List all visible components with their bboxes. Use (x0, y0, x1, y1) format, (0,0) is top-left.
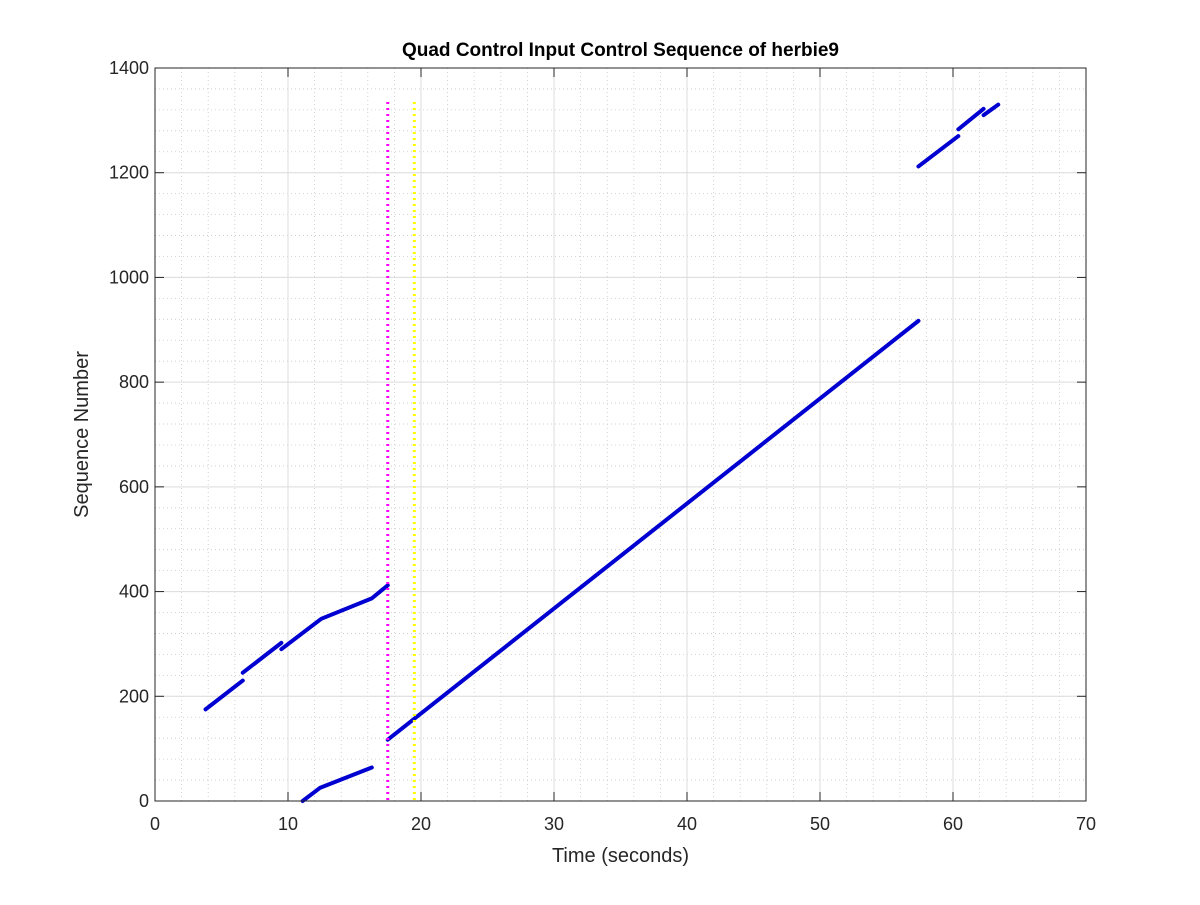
y-tick-label: 200 (119, 686, 149, 706)
y-tick-label: 1000 (109, 267, 149, 287)
x-tick-label: 10 (278, 814, 298, 834)
y-tick-label: 1400 (109, 58, 149, 78)
x-tick-label: 50 (810, 814, 830, 834)
chart-title: Quad Control Input Control Sequence of h… (402, 40, 839, 61)
x-tick-label: 40 (677, 814, 697, 834)
y-tick-label: 600 (119, 477, 149, 497)
data-layer (203, 102, 1001, 803)
x-tick-label: 70 (1076, 814, 1096, 834)
x-tick-label: 20 (411, 814, 431, 834)
y-tick-label: 0 (139, 791, 149, 811)
y-tick-label: 400 (119, 582, 149, 602)
series-segment (981, 102, 1001, 118)
series-segment (279, 583, 390, 652)
x-tick-labels: 0 10 20 30 40 50 60 70 (150, 814, 1096, 834)
y-tick-labels: 0 200 400 600 800 1000 1200 1400 (109, 58, 149, 811)
series-segment (385, 318, 921, 742)
y-axis-label: Sequence Number (71, 351, 93, 518)
x-axis-label: Time (seconds) (552, 845, 689, 867)
series-segment (956, 106, 986, 132)
series-segment (916, 134, 961, 169)
x-tick-label: 60 (943, 814, 963, 834)
series-segment (300, 765, 374, 803)
y-tick-label: 1200 (109, 163, 149, 183)
axis-ticks (154, 67, 1087, 802)
x-tick-label: 30 (544, 814, 564, 834)
x-tick-label: 0 (150, 814, 160, 834)
series-segment (203, 678, 245, 712)
y-tick-label: 800 (119, 372, 149, 392)
series-segment (240, 640, 284, 675)
plot-frame (154, 67, 1087, 802)
plot-background (155, 68, 1086, 801)
major-grid (155, 68, 1086, 801)
reference-lines (386, 102, 416, 801)
